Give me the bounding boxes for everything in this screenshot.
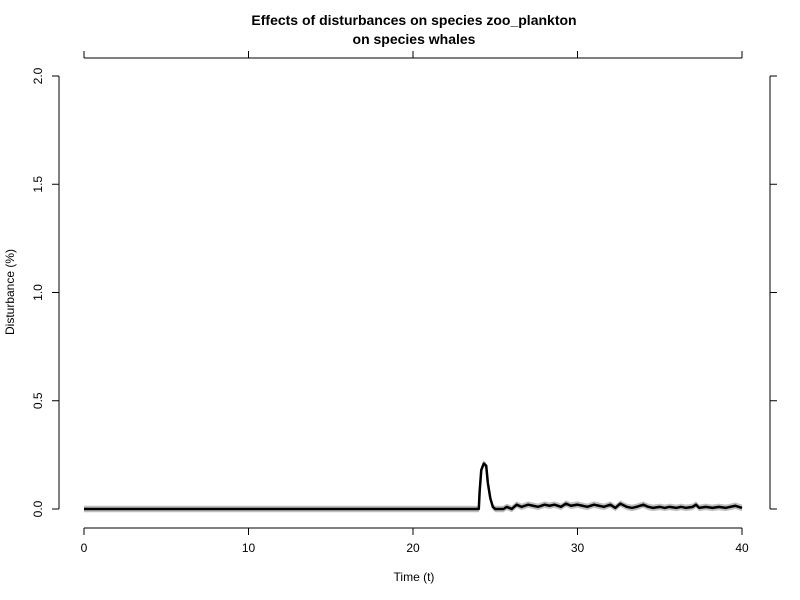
x-tick-label: 40 xyxy=(735,541,749,555)
chart-subtitle: on species whales xyxy=(353,31,476,47)
y-tick-label: 1.5 xyxy=(31,176,45,193)
x-tick-label: 0 xyxy=(81,541,88,555)
x-tick-label: 10 xyxy=(242,541,256,555)
y-tick-label: 0.5 xyxy=(31,392,45,409)
y-tick-label: 1.0 xyxy=(31,284,45,301)
x-axis-label: Time (t) xyxy=(394,570,435,584)
x-tick-label: 20 xyxy=(406,541,420,555)
series-line xyxy=(84,462,743,511)
x-tick-label: 30 xyxy=(571,541,585,555)
y-tick-label: 2.0 xyxy=(31,67,45,84)
y-axis-label: Disturbance (%) xyxy=(3,249,17,335)
y-tick-label: 0.0 xyxy=(31,500,45,517)
chart-title: Effects of disturbances on species zoo_p… xyxy=(251,12,576,28)
